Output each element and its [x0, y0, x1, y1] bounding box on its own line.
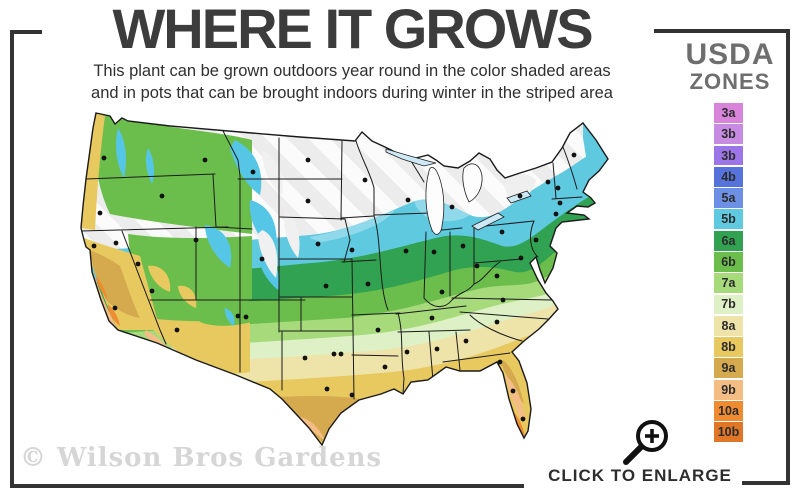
- legend-zones: 3a 3b 3b 4b 5a 5b 6a 6b 7a 7b 8a 8b 9a 9b 10a 10b: [714, 103, 743, 443]
- zone-shading: [81, 113, 608, 445]
- zone-swatch-7a: 7a: [714, 273, 743, 294]
- zone-swatch-10a: 10a: [714, 400, 743, 421]
- frame-bottom-right: [742, 481, 790, 485]
- city-markers: [91, 152, 577, 422]
- zone-swatch-5a: 5a: [714, 188, 743, 209]
- legend-title-usda: USDA: [685, 38, 775, 71]
- subtitle-line-1: This plant can be grown outdoors year ro…: [93, 62, 611, 80]
- zone-swatch-9a: 9a: [714, 358, 743, 379]
- zone-swatch-6b: 6b: [714, 251, 743, 272]
- legend-title-zones: ZONES: [689, 69, 771, 94]
- zone-swatch-6a: 6a: [714, 230, 743, 251]
- zone-swatch-10b: 10b: [714, 422, 743, 443]
- zone-swatch-3a: 3a: [714, 103, 743, 123]
- zone-swatch-3b: 3b: [714, 145, 743, 166]
- zone-swatch-7b: 7b: [714, 294, 743, 315]
- frame-left: [10, 30, 14, 488]
- zone-swatch-9b: 9b: [714, 379, 743, 400]
- zone-swatch-8b: 8b: [714, 337, 743, 357]
- frame-top-left-nub: [10, 30, 42, 34]
- frame-bottom-left: [10, 484, 524, 488]
- click-to-enlarge-button[interactable]: CLICK TO ENLARGE: [548, 466, 732, 485]
- zone-swatch-5b: 5b: [714, 209, 743, 230]
- great-lakes: [385, 148, 532, 235]
- page-title: WHERE IT GROWS: [112, 0, 593, 60]
- zone-swatch-8a: 8a: [714, 315, 743, 336]
- zoom-in-magnifier-icon[interactable]: [608, 412, 686, 470]
- frame-top-right: [654, 29, 790, 33]
- frame-right: [786, 29, 790, 485]
- subtitle-line-2: and in pots that can be brought indoors …: [91, 83, 613, 102]
- zone-swatch-3b: 3b: [714, 124, 743, 145]
- legend-title: USDA ZONES: [682, 40, 778, 94]
- zone-swatch-4b: 4b: [714, 166, 743, 187]
- subtitle: This plant can be grown outdoors year ro…: [37, 61, 667, 105]
- state-borders: [81, 128, 583, 400]
- watermark: © Wilson Bros Gardens: [20, 443, 383, 473]
